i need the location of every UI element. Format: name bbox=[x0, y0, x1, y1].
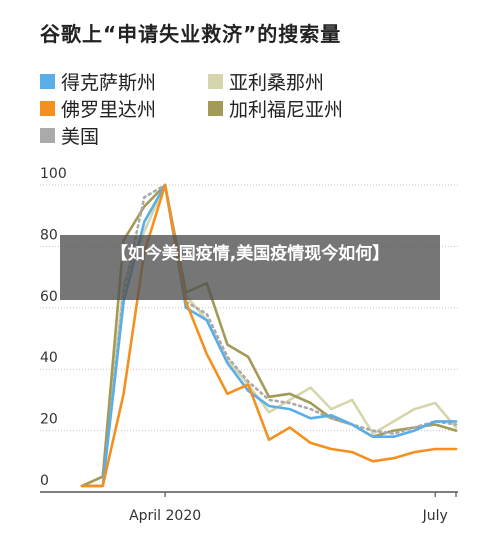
legend-item-us: 美国 bbox=[40, 122, 99, 149]
chart-title: 谷歌上“申请失业救济”的搜索量 bbox=[40, 22, 342, 46]
y-tick-label-100: 100 bbox=[40, 166, 67, 182]
series-line-4 bbox=[80, 183, 458, 488]
legend-swatch-us bbox=[40, 128, 55, 143]
x-tick-label-0: April 2020 bbox=[129, 508, 201, 524]
y-tick-label-60: 60 bbox=[40, 289, 58, 305]
y-tick-label-20: 20 bbox=[40, 412, 58, 428]
legend-swatch-arizona bbox=[208, 74, 223, 89]
legend-label-us: 美国 bbox=[61, 126, 100, 148]
legend-item-california: 加利福尼亚州 bbox=[208, 95, 343, 122]
x-tick-label-1: July bbox=[422, 508, 448, 524]
series-line-3 bbox=[80, 183, 458, 488]
legend-item-arizona: 亚利桑那州 bbox=[208, 68, 324, 95]
legend-label-texas: 得克萨斯州 bbox=[61, 72, 157, 94]
overlay-banner: 【如今美国疫情,美国疫情现今如何】 bbox=[60, 235, 440, 300]
legend-item-texas: 得克萨斯州 bbox=[40, 68, 156, 95]
legend-item-florida: 佛罗里达州 bbox=[40, 95, 156, 122]
y-tick-label-40: 40 bbox=[40, 350, 58, 366]
legend-swatch-florida bbox=[40, 101, 55, 116]
legend-label-california: 加利福尼亚州 bbox=[229, 99, 344, 121]
legend-swatch-texas bbox=[40, 74, 55, 89]
legend-label-florida: 佛罗里达州 bbox=[61, 99, 157, 121]
y-tick-label-0: 0 bbox=[40, 473, 49, 489]
series-line-2 bbox=[80, 183, 458, 488]
y-tick-label-80: 80 bbox=[40, 227, 58, 243]
legend-label-arizona: 亚利桑那州 bbox=[229, 72, 325, 94]
legend-swatch-california bbox=[208, 101, 223, 116]
series-line-1 bbox=[80, 183, 458, 488]
series-line-0 bbox=[80, 183, 458, 488]
